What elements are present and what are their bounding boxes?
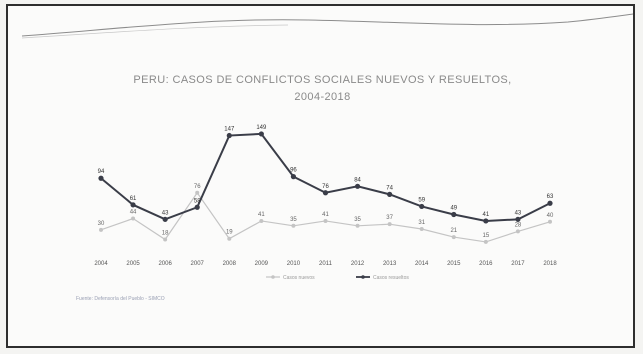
data-label: 15 <box>483 233 490 239</box>
x-tick-label: 2004 <box>94 261 108 267</box>
data-label: 76 <box>194 184 201 190</box>
x-tick-label: 2008 <box>223 261 237 267</box>
data-point <box>195 190 200 195</box>
x-tick-label: 2006 <box>158 261 172 267</box>
x-tick-label: 2007 <box>191 261 205 267</box>
data-point <box>131 216 136 221</box>
data-point <box>290 174 297 180</box>
data-point <box>483 218 489 224</box>
data-point <box>227 236 232 241</box>
x-tick-label: 2009 <box>255 261 269 267</box>
data-point <box>419 203 425 210</box>
chart-title: PERU: CASOS DE CONFLICTOS SOCIALES NUEVO… <box>133 74 512 86</box>
data-point <box>322 190 329 196</box>
data-label: 76 <box>322 184 329 190</box>
data-point <box>419 227 424 232</box>
data-label: 147 <box>224 127 235 133</box>
data-label: 35 <box>354 217 361 223</box>
data-point <box>387 222 392 227</box>
data-point <box>515 229 520 234</box>
data-point <box>515 216 521 222</box>
data-point <box>130 202 136 208</box>
legend-marker <box>271 275 275 279</box>
series-line <box>100 132 551 222</box>
data-label: 18 <box>162 230 169 236</box>
data-label: 31 <box>418 220 425 226</box>
data-label: 37 <box>386 215 393 221</box>
x-tick-label: 2010 <box>287 261 301 267</box>
data-label: 96 <box>290 168 297 174</box>
data-label: 84 <box>354 177 361 183</box>
data-label: 74 <box>386 185 393 191</box>
line-chart: 2004 2005 2006 2007 2008 2009 2010 2011 2012 2013… <box>94 125 557 281</box>
data-label: 41 <box>483 212 490 218</box>
data-label: 21 <box>450 228 457 234</box>
x-tick-label: 2017 <box>511 261 525 267</box>
data-point <box>99 227 103 232</box>
x-tick-label: 2012 <box>351 261 365 267</box>
data-point <box>483 239 488 244</box>
data-point <box>258 131 264 137</box>
data-label: 58 <box>194 198 201 204</box>
data-label: 149 <box>256 125 267 131</box>
data-label: 44 <box>130 210 137 216</box>
data-point <box>259 218 264 223</box>
data-label: 63 <box>547 194 554 200</box>
decorative-swoosh <box>21 13 634 39</box>
chart-subtitle: 2004-2018 <box>294 91 351 103</box>
data-point <box>163 237 168 242</box>
data-label: 19 <box>226 230 233 236</box>
data-label: 61 <box>130 196 137 202</box>
x-tick-label: 2014 <box>415 261 429 267</box>
data-point <box>355 223 360 228</box>
data-label: 40 <box>547 213 554 219</box>
data-point <box>451 211 457 218</box>
data-label: 94 <box>98 169 105 175</box>
data-label: 30 <box>98 221 105 227</box>
data-label: 49 <box>450 206 457 212</box>
data-label: 43 <box>515 210 522 216</box>
x-tick-label: 2011 <box>319 261 333 267</box>
data-label: 41 <box>258 212 265 218</box>
data-label: 43 <box>162 210 169 216</box>
x-tick-label: 2018 <box>543 261 557 267</box>
data-label: 28 <box>515 222 522 228</box>
data-label: 41 <box>322 212 329 218</box>
data-point <box>387 191 393 197</box>
x-tick-label: 2005 <box>126 261 140 267</box>
data-point <box>194 204 200 210</box>
legend-label: Casos resueltos <box>373 275 409 281</box>
data-point <box>354 183 361 189</box>
source-note: Fuente: Defensoría del Pueblo - SIMCO <box>76 296 165 302</box>
data-label: 35 <box>290 217 297 223</box>
data-point <box>226 132 232 139</box>
legend-label: Casos nuevos <box>283 275 315 281</box>
x-tick-label: 2013 <box>383 261 397 267</box>
data-point <box>547 200 553 206</box>
data-point <box>451 235 456 240</box>
x-tick-label: 2015 <box>447 261 461 267</box>
slide-frame: PERU: CASOS DE CONFLICTOS SOCIALES NUEVO… <box>6 4 635 348</box>
data-point <box>98 175 104 181</box>
data-point <box>162 216 168 222</box>
data-point <box>291 223 296 228</box>
x-tick-label: 2016 <box>479 261 493 267</box>
data-label: 59 <box>418 197 425 203</box>
data-point <box>548 219 552 224</box>
legend-marker <box>361 275 365 279</box>
data-point <box>323 218 328 223</box>
